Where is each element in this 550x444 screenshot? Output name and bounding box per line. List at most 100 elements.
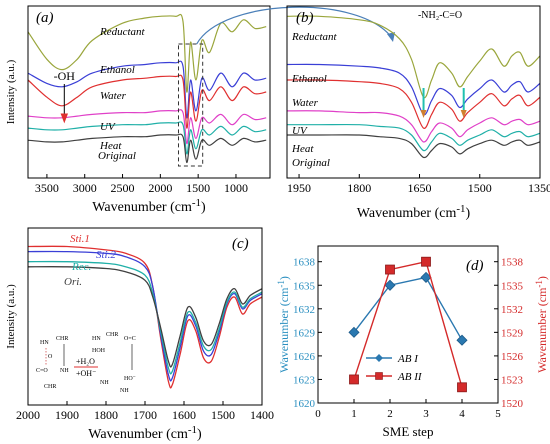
oh-annotation: -OH xyxy=(54,69,76,83)
series-line xyxy=(353,276,463,341)
series-line xyxy=(27,60,267,119)
series-line xyxy=(27,109,267,145)
legend-label: AB II xyxy=(397,371,423,383)
x-tick-label: 0 xyxy=(315,408,321,420)
series-line xyxy=(287,123,541,152)
series-line xyxy=(27,133,267,164)
series-line xyxy=(27,13,267,93)
x-tick-label: 5 xyxy=(495,408,501,420)
series-line xyxy=(27,74,267,129)
scheme-atom: O=C xyxy=(124,336,136,342)
scheme-atom: HN xyxy=(40,340,49,346)
scheme-atom: HO⁻ xyxy=(124,376,136,382)
x-tick-label: 2000 xyxy=(148,181,172,195)
x-tick-label: 3500 xyxy=(35,181,59,195)
series-label: Ori. xyxy=(64,276,82,288)
series-line xyxy=(286,79,541,129)
series-line xyxy=(286,110,541,143)
y-right-tick-label: 1532 xyxy=(501,304,523,316)
x-tick-label: 1950 xyxy=(287,181,311,195)
panel-b-zoomed-ftir-chart: 1950 1800 1650 1500 1350 Wavenumber (cm-1) (b)… xyxy=(286,5,550,221)
zoom-connector-arrowhead xyxy=(387,32,395,42)
x-axis-label: Wavenumber (cm-1) xyxy=(357,203,471,221)
series-label: UV xyxy=(292,125,308,137)
series-label: Heat xyxy=(291,143,314,155)
y-axis-label: Intensity (a.u.) xyxy=(5,59,17,124)
series-label: Sti.2 xyxy=(96,249,116,261)
x-tick-label: 1400 xyxy=(250,408,274,422)
x-axis-label: Wavenumber (cm-1) xyxy=(92,197,206,215)
scheme-atom: C=O xyxy=(36,368,48,374)
x-tick-label: 1 xyxy=(351,408,357,420)
x-tick-label: 1500 xyxy=(211,408,235,422)
scheme-atom: HN xyxy=(92,336,101,342)
plot-frame xyxy=(27,5,271,179)
series-label: UV xyxy=(100,121,116,133)
y-left-tick-label: 1638 xyxy=(293,257,316,269)
series-label: Water xyxy=(100,90,127,102)
panel-label: (d) xyxy=(466,258,484,274)
y-right-tick-label: 1538 xyxy=(501,257,524,269)
x-tick-label: 1500 xyxy=(186,181,210,195)
y-axis-label: Intensity (a.u.) xyxy=(5,284,17,349)
scheme-atom: CHR xyxy=(44,384,56,390)
series-line xyxy=(287,134,541,159)
series-label: Sti.1 xyxy=(70,233,90,245)
series-line xyxy=(353,260,463,388)
panel-d-sme-step-chart: 0 1 2 3 4 5 SME step 1620 1623 1626 1629 1632 1635 16… xyxy=(276,245,549,439)
x-tick-label: 2000 xyxy=(16,408,40,422)
panel-label: (c) xyxy=(232,236,249,252)
series-label: Rec. xyxy=(71,261,91,273)
legend-marker xyxy=(375,354,383,362)
panel-a-ftir-chart: 3500 3000 2500 2000 1500 1000 Wavenumber (cm-1… xyxy=(5,5,395,215)
series-label: Reductant xyxy=(291,31,338,43)
data-point xyxy=(421,256,431,267)
x-tick-label: 1650 xyxy=(408,181,432,195)
scheme-atom: CHR xyxy=(106,332,118,338)
y-left-tick-label: 1629 xyxy=(293,327,316,339)
x-tick-label: 3 xyxy=(423,408,429,420)
data-point xyxy=(349,374,359,385)
series-label: Heat xyxy=(99,140,122,152)
x-tick-label: 2500 xyxy=(111,181,135,195)
data-point xyxy=(348,326,360,338)
x-tick-label: 1800 xyxy=(94,408,118,422)
series-label: Original xyxy=(98,150,136,162)
x-tick-label: 1500 xyxy=(468,181,492,195)
y-left-tick-label: 1626 xyxy=(293,351,316,363)
legend-label: AB I xyxy=(397,353,419,365)
series-line xyxy=(27,245,263,389)
scheme-atom: CHR xyxy=(56,336,68,342)
series-label: Ethanol xyxy=(291,73,327,85)
y-left-tick-label: 1623 xyxy=(293,374,316,386)
oh-arrowhead xyxy=(60,113,69,124)
data-point xyxy=(456,334,468,346)
x-tick-label: 1600 xyxy=(172,408,196,422)
x-tick-label: 1350 xyxy=(528,181,550,195)
legend-marker xyxy=(375,372,383,380)
data-point xyxy=(457,382,467,393)
x-tick-label: 1700 xyxy=(133,408,157,422)
hydrogen-bond-scheme: HN CHR O C=O NH CHR HN CHR HOH NH O=C HO⁻ NH +H₂O +OH⁻ xyxy=(36,332,136,394)
series-label: Reductant xyxy=(99,26,146,38)
panel-c-ftir-chart: 2000 1900 1800 1700 1600 1500 1400 Wavenumber (… xyxy=(5,227,274,442)
data-point xyxy=(384,279,396,291)
x-axis-label: SME step xyxy=(383,424,434,439)
series-line xyxy=(27,121,267,155)
y-right-tick-label: 1523 xyxy=(501,374,524,386)
series-line xyxy=(27,260,263,375)
panel-label: (a) xyxy=(36,10,54,26)
panel-label: (b) xyxy=(296,10,314,26)
scheme-atom: HOH xyxy=(92,348,106,354)
scheme-atom: NH xyxy=(120,388,129,394)
series-line xyxy=(286,15,541,99)
y-right-tick-label: 1520 xyxy=(501,398,524,410)
peak-arrowhead xyxy=(460,110,467,118)
amide-annotation: -NH₂-C=O xyxy=(418,10,462,21)
scheme-hydroxide-label: +OH⁻ xyxy=(76,369,96,378)
peak-arrowhead xyxy=(420,110,427,118)
series-label: Water xyxy=(292,97,319,109)
plot-frame xyxy=(286,5,541,179)
series-line xyxy=(286,63,541,116)
y-left-axis-label: Wavenumber (cm-1) xyxy=(276,276,291,373)
